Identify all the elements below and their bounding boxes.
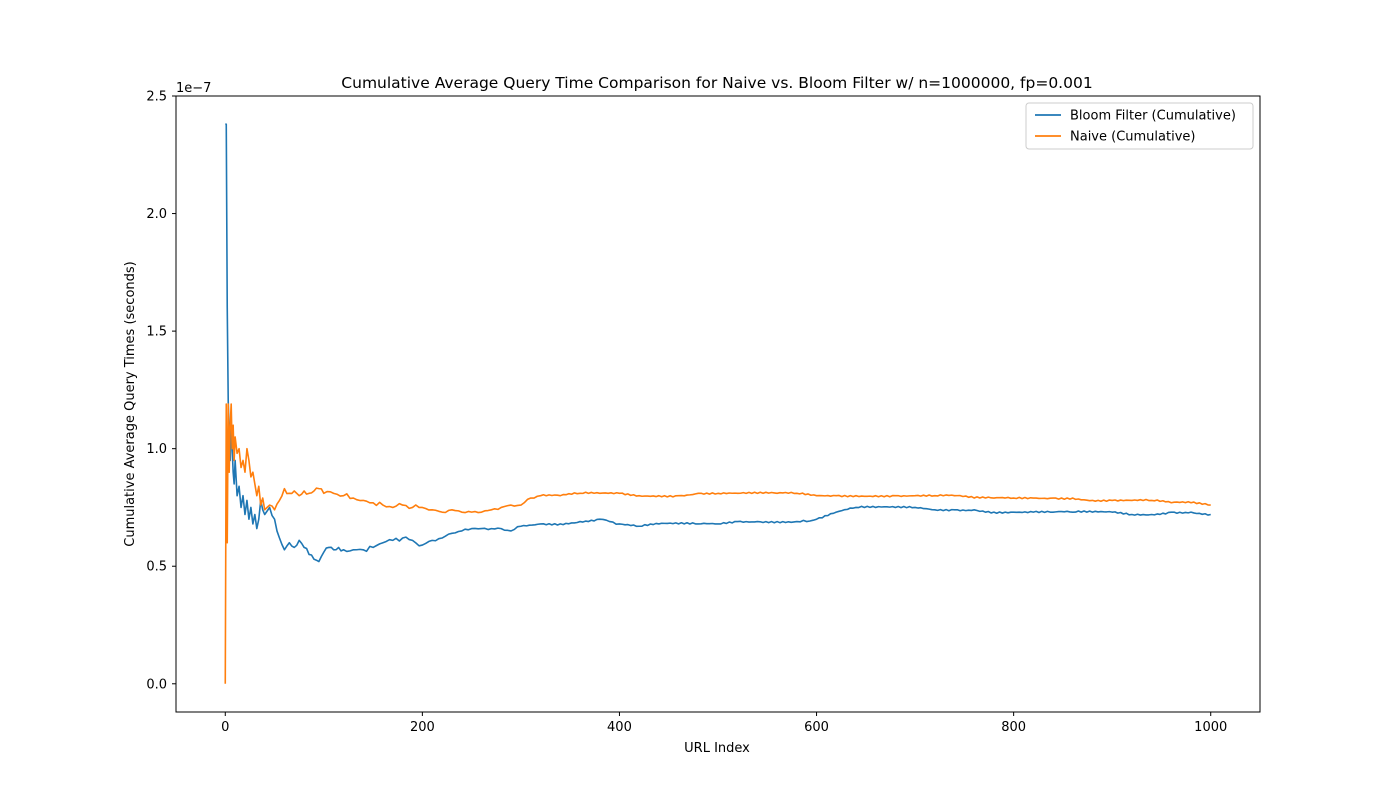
x-axis-label: URL Index [684, 741, 750, 756]
chart-title: Cumulative Average Query Time Comparison… [341, 74, 1092, 92]
series-line-1 [224, 403, 1211, 684]
series-layer [224, 123, 1211, 684]
x-tick-label: 600 [804, 720, 829, 735]
x-tick-label: 400 [607, 720, 632, 735]
y-tick-label: 2.5 [146, 90, 167, 105]
y-tick-label: 1.0 [146, 442, 167, 457]
y-axis: 0.0 0.5 1.0 1.5 2.0 2.5 [146, 90, 176, 692]
y-tick-label: 2.0 [146, 207, 167, 222]
y-tick-label: 0.0 [146, 677, 167, 692]
series-line-0 [225, 123, 1211, 563]
x-tick-label: 800 [1001, 720, 1026, 735]
y-tick-label: 0.5 [146, 560, 167, 575]
x-axis: 0 200 400 600 800 1000 [221, 712, 1227, 735]
x-tick-label: 0 [221, 720, 229, 735]
y-tick-label: 1.5 [146, 325, 167, 340]
legend-box [1025, 102, 1254, 150]
y-offset-label: 1e−7 [176, 81, 211, 96]
legend-label: Bloom Filter (Cumulative) [1070, 109, 1236, 124]
x-tick-label: 1000 [1194, 720, 1227, 735]
legend: Bloom Filter (Cumulative) Naive (Cumulati… [1025, 102, 1254, 150]
x-tick-label: 200 [410, 720, 435, 735]
legend-label: Naive (Cumulative) [1070, 130, 1195, 145]
plot-frame [175, 95, 1261, 713]
y-axis-label: Cumulative Average Query Times (seconds) [123, 261, 138, 547]
